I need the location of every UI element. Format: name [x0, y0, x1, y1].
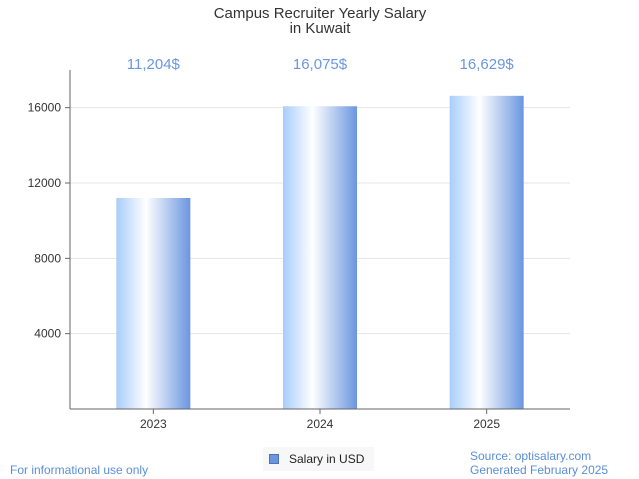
y-tick-label: 8000 — [34, 251, 61, 265]
x-tick-label-2023: 2023 — [140, 417, 167, 431]
data-label-2025: 16,629$ — [460, 56, 515, 73]
chart-title-line-2: in Kuwait — [290, 20, 352, 37]
y-tick-label: 12000 — [28, 176, 62, 190]
generated-text: Generated February 2025 — [470, 463, 609, 477]
source-text: Source: optisalary.com — [470, 449, 592, 463]
x-tick-label-2024: 2024 — [307, 417, 334, 431]
x-tick-label-2025: 2025 — [473, 417, 500, 431]
y-tick-label: 4000 — [34, 327, 61, 341]
data-label-2024: 16,075$ — [293, 56, 348, 73]
legend-label: Salary in USD — [289, 452, 365, 466]
chart-title-line-1: Campus Recruiter Yearly Salary — [214, 5, 427, 22]
legend-swatch — [269, 454, 279, 464]
y-tick-label: 16000 — [28, 101, 62, 115]
bar-2024 — [283, 106, 357, 410]
data-label-2023: 11,204$ — [127, 56, 181, 73]
disclaimer-text: For informational use only — [10, 463, 149, 477]
bar-2023 — [116, 197, 191, 409]
legend: Salary in USD — [263, 447, 375, 471]
bar-2025 — [449, 95, 524, 410]
